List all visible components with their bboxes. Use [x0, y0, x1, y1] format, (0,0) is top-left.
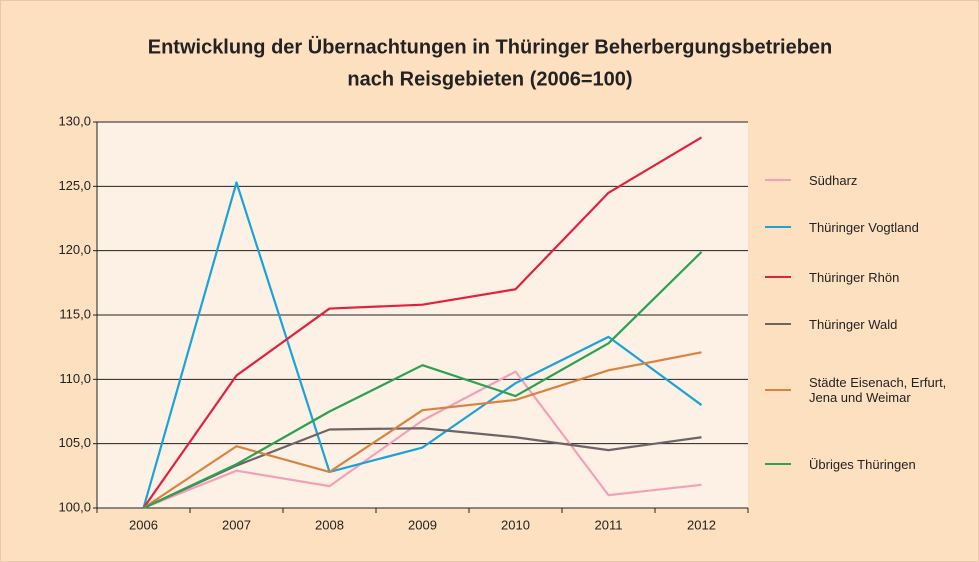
legend-item: Städte Eisenach, Erfurt, Jena und Weimar — [765, 375, 965, 405]
legend-label: Thüringer Rhön — [809, 269, 900, 285]
x-tick-label: 2006 — [129, 517, 158, 532]
legend-swatch — [765, 276, 791, 278]
y-tick-label: 120,0 — [58, 242, 91, 257]
x-tick-label: 2009 — [408, 517, 437, 532]
legend-swatch — [765, 179, 791, 181]
x-tick-label: 2007 — [222, 517, 251, 532]
legend-label: Übriges Thüringen — [809, 456, 916, 472]
chart-title: nach Reisgebieten (2006=100) — [347, 68, 632, 90]
x-tick-label: 2008 — [315, 517, 344, 532]
legend-item: Südharz — [765, 173, 965, 188]
legend-item: Thüringer Vogtland — [765, 220, 965, 235]
x-tick-label: 2011 — [595, 517, 623, 532]
y-tick-label: 100,0 — [58, 499, 91, 514]
x-tick-label: 2010 — [501, 517, 530, 532]
series-line — [142, 181, 703, 509]
series-line — [142, 351, 702, 509]
legend-label: Thüringer Wald — [809, 316, 898, 332]
legend-swatch — [765, 463, 791, 465]
legend-item: Thüringer Rhön — [765, 270, 965, 285]
series-line — [143, 370, 702, 510]
legend-item: Thüringer Wald — [765, 317, 965, 332]
legend-swatch — [765, 323, 791, 325]
legend-item: Übriges Thüringen — [765, 457, 965, 472]
series-line — [143, 251, 703, 509]
y-tick-label: 110,0 — [59, 371, 91, 386]
legend-swatch — [765, 389, 791, 391]
y-tick-label: 115,0 — [59, 306, 91, 321]
legend-label: Thüringer Vogtland — [809, 219, 919, 235]
series-line — [143, 427, 702, 510]
legend-label: Städte Eisenach, Erfurt, Jena und Weimar — [809, 375, 947, 405]
legend-label: Südharz — [809, 172, 858, 188]
legend-swatch — [765, 226, 791, 228]
y-tick-label: 130,0 — [58, 113, 91, 128]
chart-title: Entwicklung der Übernachtungen in Thürin… — [148, 35, 833, 58]
x-tick-label: 2012 — [687, 517, 716, 532]
y-tick-label: 125,0 — [58, 178, 91, 193]
series-line — [142, 136, 703, 509]
y-tick-label: 105,0 — [58, 435, 91, 450]
